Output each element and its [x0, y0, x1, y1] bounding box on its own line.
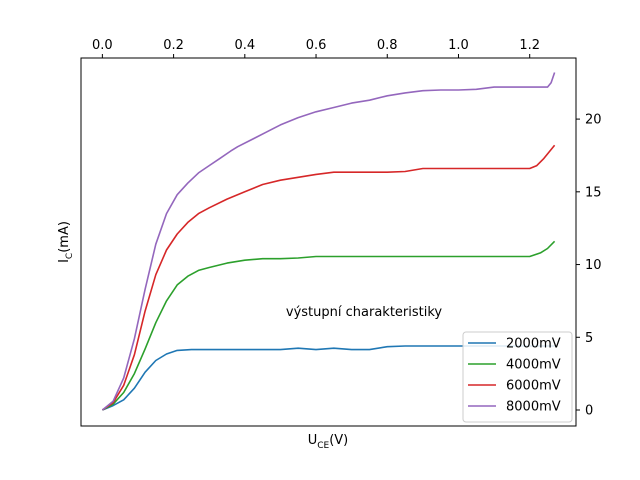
annotation-text: výstupní charakteristiky: [286, 305, 443, 320]
x-axis-label: UCE(V): [308, 433, 349, 451]
series-line-2: [101, 144, 556, 411]
y-tick-label: 20: [585, 113, 602, 128]
legend-box: [462, 331, 573, 423]
y-tick-label: 15: [585, 185, 602, 200]
legend-label: 4000mV: [506, 358, 561, 373]
x-tick-label: 1.0: [448, 38, 469, 53]
y-tick-label: 5: [585, 331, 593, 346]
y-tick-label: 0: [585, 404, 593, 419]
legend-label: 2000mV: [506, 337, 561, 352]
x-tick-label: 0.2: [163, 38, 184, 53]
x-tick-label: 0.0: [92, 38, 113, 53]
series-line-0: [102, 345, 555, 411]
x-tick-label: 1.2: [519, 38, 540, 53]
y-axis-label: IC(mA): [57, 221, 75, 263]
legend-label: 6000mV: [506, 379, 561, 394]
legend-label: 8000mV: [506, 400, 561, 415]
legend: 2000mV 4000mV 6000mV 8000mV: [462, 331, 573, 423]
axis-ticks: 0.0 0.2 0.4 0.6 0.8 1.0 1.2 0 5 10 15 20: [92, 38, 602, 419]
plot-frame: [80, 57, 577, 427]
x-tick-label: 0.8: [377, 38, 398, 53]
y-tick-label: 10: [585, 258, 602, 273]
x-tick-label: 0.4: [234, 38, 255, 53]
series-line-1: [102, 240, 556, 411]
x-tick-label: 0.6: [306, 38, 327, 53]
series-lines: [101, 72, 556, 411]
series-line-3: [101, 72, 556, 411]
